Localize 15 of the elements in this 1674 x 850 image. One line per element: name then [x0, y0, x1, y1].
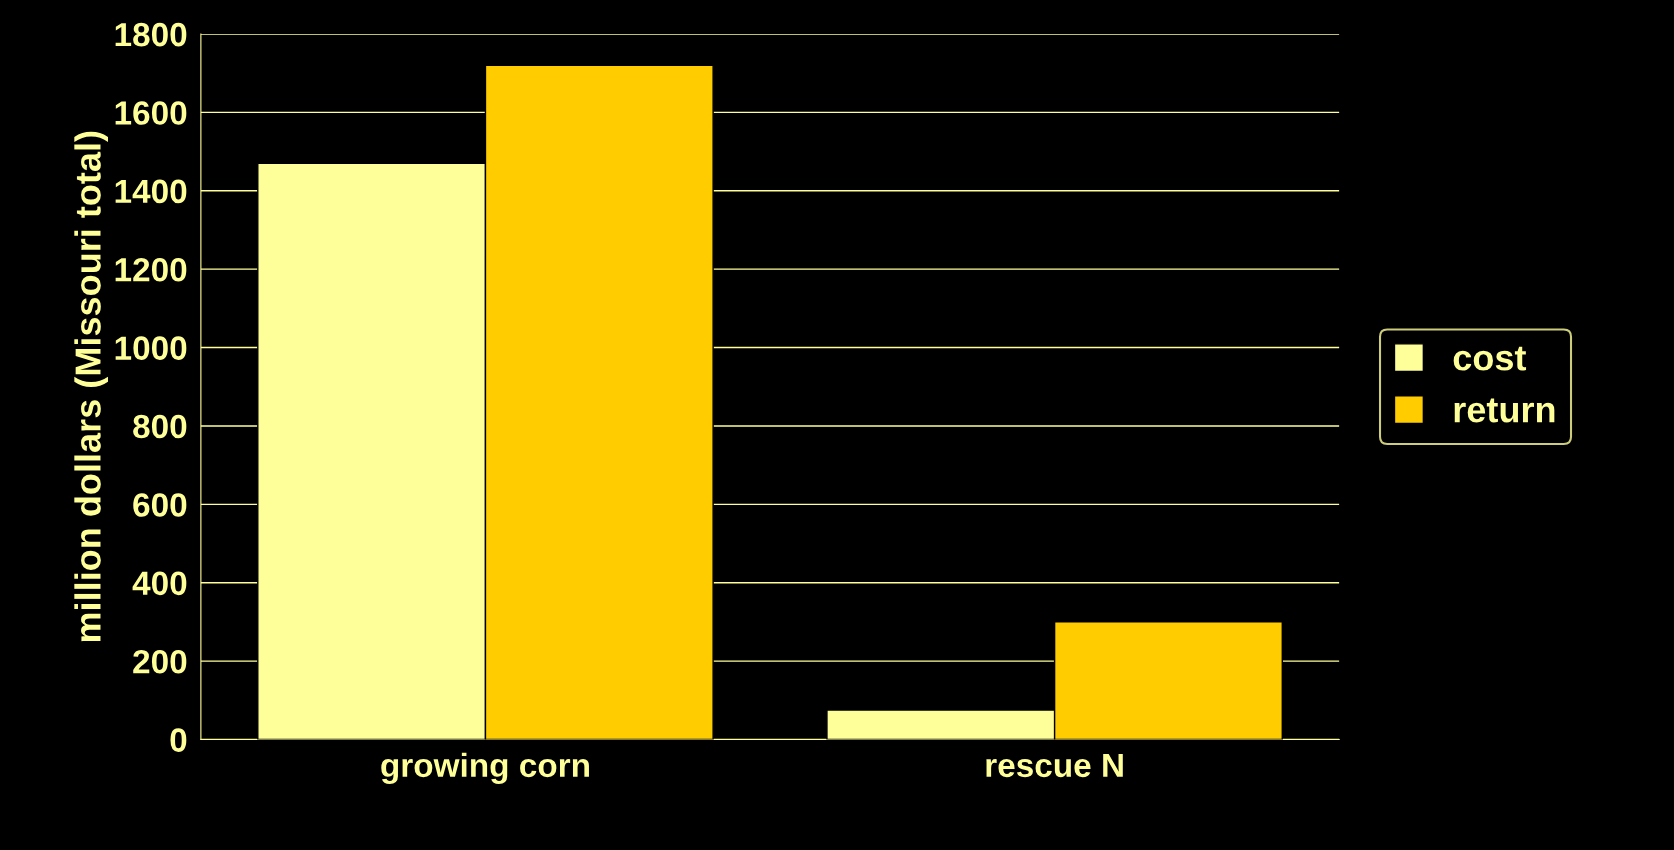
y-tick-label: 1400: [115, 179, 187, 204]
x-tick-label: rescue N: [986, 753, 1123, 778]
y-tick-label: 1600: [115, 101, 187, 125]
x-tick-label: growing corn: [381, 752, 589, 784]
y-tick-label: 1800: [115, 22, 187, 47]
y-axis-title: million dollars (Missouri total): [74, 131, 108, 642]
y-tick-label: 800: [133, 414, 187, 439]
y-tick-label: 1200: [115, 257, 187, 282]
y-tick-label: 200: [133, 649, 187, 674]
y-tick-label: 0: [170, 728, 187, 752]
y-tick-label: 1000: [115, 336, 187, 360]
y-tick-label: 400: [132, 571, 187, 596]
y-tick-label: 600: [133, 493, 187, 517]
legend-label: return: [1454, 398, 1555, 423]
legend-label: cost: [1453, 346, 1527, 371]
